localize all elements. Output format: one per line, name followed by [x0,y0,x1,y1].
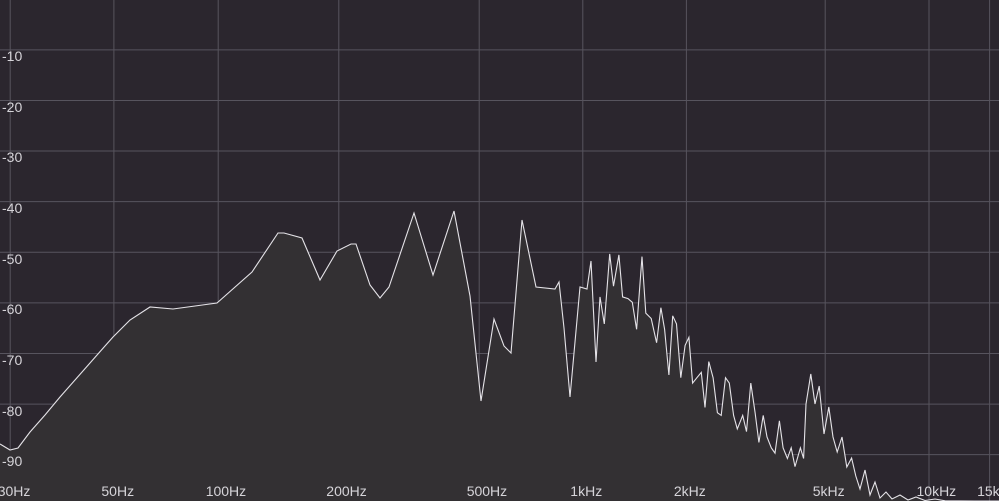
svg-text:2kHz: 2kHz [674,483,706,499]
svg-text:-60: -60 [2,301,22,317]
svg-text:5kHz: 5kHz [813,483,845,499]
svg-text:-80: -80 [2,403,22,419]
svg-text:10kHz: 10kHz [917,483,957,499]
svg-text:-20: -20 [2,99,22,115]
svg-text:200Hz: 200Hz [326,483,366,499]
svg-text:100Hz: 100Hz [206,483,246,499]
svg-text:-70: -70 [2,352,22,368]
svg-text:500Hz: 500Hz [467,483,507,499]
svg-text:-40: -40 [2,200,22,216]
svg-text:-50: -50 [2,251,22,267]
svg-text:50Hz: 50Hz [101,483,134,499]
svg-text:-10: -10 [2,48,22,64]
svg-text:1kHz: 1kHz [570,483,602,499]
svg-text:-90: -90 [2,453,22,469]
svg-text:30Hz: 30Hz [0,483,30,499]
svg-text:15kHz: 15kHz [977,483,999,499]
svg-text:-30: -30 [2,149,22,165]
